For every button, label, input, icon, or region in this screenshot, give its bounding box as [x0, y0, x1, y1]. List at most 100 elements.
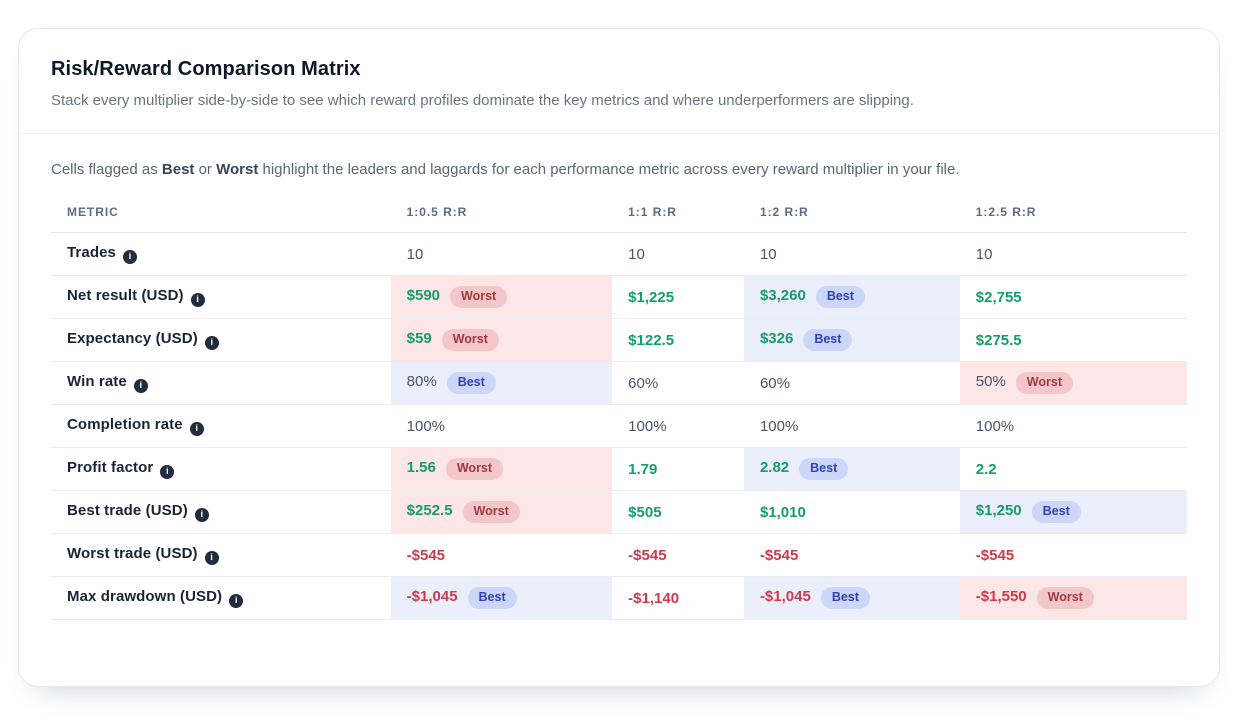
value-cell: -$1,140	[612, 576, 744, 620]
info-icon[interactable]: i	[194, 507, 209, 522]
metric-cell: Max drawdown (USD) i	[51, 576, 391, 620]
metric-value: $1,010	[759, 503, 806, 521]
value-cell: 100%	[959, 404, 1187, 448]
metric-label: Net result (USD)	[67, 287, 184, 305]
metric-cell: Worst trade (USD) i	[51, 533, 391, 577]
worst-badge: Worst	[441, 329, 499, 351]
table-row: Expectancy (USD) i $59 Worst $122.5 $326 Best $…	[51, 318, 1187, 362]
info-icon[interactable]: i	[229, 593, 244, 608]
metric-value: 1.79	[628, 460, 658, 478]
value-cell: -$1,045 Best	[743, 576, 960, 620]
metric-value: 2.2	[975, 460, 997, 478]
risk-reward-card: Risk/Reward Comparison Matrix Stack ever…	[18, 28, 1220, 687]
metric-cell: Net result (USD) i	[51, 275, 391, 319]
legend-middle: or	[194, 161, 217, 178]
info-icon[interactable]: i	[133, 378, 148, 393]
worst-badge: Worst	[462, 501, 520, 523]
metric-value: -$545	[628, 546, 667, 564]
worst-badge: Worst	[1015, 372, 1073, 394]
value-cell: 60%	[743, 361, 960, 405]
value-cell: -$545	[743, 533, 960, 577]
value-cell: $505	[612, 490, 744, 534]
worst-badge: Worst	[445, 458, 504, 480]
value-cell: $1,225	[612, 275, 744, 319]
metric-value: 10	[759, 245, 777, 263]
metric-label: Best trade (USD)	[67, 502, 188, 520]
value-cell: 100%	[612, 404, 744, 448]
table-row: Completion rate i 100% 100% 100% 100%	[51, 404, 1187, 448]
value-cell: 2.2	[959, 447, 1187, 491]
value-cell: -$545	[959, 533, 1187, 577]
metric-label: Win rate	[67, 373, 127, 391]
metric-value: 100%	[975, 417, 1015, 435]
table-header: Metric 1:0.5 R:R 1:1 R:R 1:2 R:R 1:2.5 R…	[51, 205, 1187, 233]
metric-label: Completion rate	[67, 416, 183, 434]
metric-value: $3,260	[759, 287, 806, 304]
worst-badge: Worst	[450, 286, 508, 308]
metric-label: Trades	[67, 244, 116, 262]
metric-cell: Best trade (USD) i	[51, 490, 391, 534]
card-header: Risk/Reward Comparison Matrix Stack ever…	[19, 29, 1219, 134]
value-cell: 100%	[743, 404, 960, 448]
metric-value: $1,225	[628, 288, 675, 306]
value-cell: $590 Worst	[390, 275, 613, 319]
metric-value: -$1,550	[975, 588, 1027, 605]
metric-value: $590	[406, 287, 441, 304]
metric-value: 80%	[406, 373, 437, 390]
metric-value: 100%	[759, 417, 799, 435]
page-title: Risk/Reward Comparison Matrix	[51, 58, 361, 80]
metric-value: 10	[628, 245, 645, 263]
metric-label: Worst trade (USD)	[67, 545, 198, 563]
legend-best-word: Best	[161, 161, 195, 178]
metric-value: $326	[759, 330, 794, 347]
card-body: Cells flagged as Best or Worst highlight…	[19, 134, 1219, 684]
metric-value: $252.5	[406, 502, 453, 519]
info-icon[interactable]: i	[122, 249, 137, 264]
metric-value: 100%	[628, 417, 667, 435]
legend-suffix: highlight the leaders and laggards for e…	[258, 161, 960, 178]
best-badge: Best	[820, 587, 870, 609]
value-cell: -$545	[612, 533, 744, 577]
table-row: Trades i 10 10 10 10	[51, 232, 1187, 276]
metric-value: $2,755	[975, 288, 1022, 306]
metric-value: $59	[406, 330, 432, 347]
value-cell: $3,260 Best	[743, 275, 960, 319]
value-cell: $1,010	[743, 490, 960, 534]
info-icon[interactable]: i	[189, 421, 204, 436]
metric-value: 10	[406, 245, 424, 263]
legend-text: Cells flagged as Best or Worst highlight…	[51, 161, 1187, 178]
metric-value: -$1,140	[628, 589, 680, 607]
value-cell: -$1,045 Best	[390, 576, 613, 620]
value-cell: 10	[612, 232, 744, 276]
legend-worst-word: Worst	[216, 161, 259, 178]
matrix-table-body: Trades i 10 10 10 10 Net result (USD) i $590 Wors…	[51, 232, 1187, 620]
info-icon[interactable]: i	[190, 292, 205, 307]
value-cell: $2,755	[959, 275, 1187, 319]
metric-value: 100%	[406, 417, 446, 435]
worst-badge: Worst	[1036, 587, 1094, 609]
value-cell: $59 Worst	[390, 318, 613, 362]
metric-value: 50%	[975, 373, 1006, 390]
best-badge: Best	[446, 372, 496, 394]
column-header-ratio-2: 1:2 R:R	[743, 205, 960, 233]
metric-label: Expectancy (USD)	[67, 330, 198, 348]
column-header-ratio-2.5: 1:2.5 R:R	[959, 205, 1187, 233]
metric-value: -$1,045	[406, 588, 458, 605]
metric-value: 60%	[759, 374, 790, 392]
page-subtitle: Stack every multiplier side-by-side to s…	[51, 92, 914, 109]
info-icon[interactable]: i	[160, 464, 175, 479]
metric-cell: Win rate i	[51, 361, 391, 405]
value-cell: 100%	[390, 404, 613, 448]
metric-value: 10	[975, 245, 993, 263]
info-icon[interactable]: i	[204, 550, 219, 565]
metric-label: Max drawdown (USD)	[67, 588, 223, 606]
value-cell: $326 Best	[743, 318, 960, 362]
value-cell: 10	[390, 232, 613, 276]
value-cell: -$1,550 Worst	[959, 576, 1187, 620]
metric-cell: Expectancy (USD) i	[51, 318, 391, 362]
table-row: Worst trade (USD) i -$545 -$545 -$545 -$545	[51, 533, 1187, 577]
column-header-ratio-0.5: 1:0.5 R:R	[390, 205, 613, 233]
table-row: Max drawdown (USD) i -$1,045 Best -$1,140 -$1…	[51, 576, 1187, 620]
value-cell: 10	[743, 232, 960, 276]
info-icon[interactable]: i	[204, 335, 219, 350]
